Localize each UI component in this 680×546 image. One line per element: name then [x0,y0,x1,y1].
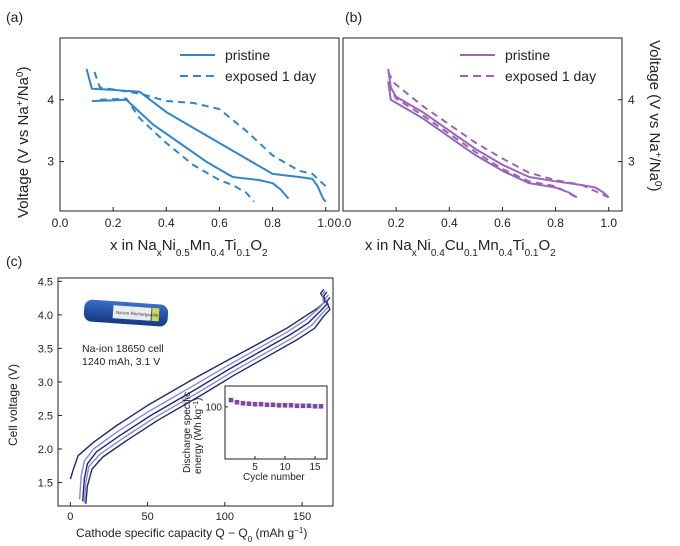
series-pristine-line-1 [85,68,327,203]
cycle-line-2 [78,290,326,500]
inset-point [300,403,306,409]
ytick-label: 4 [47,93,54,107]
panel-c-label: (c) [6,253,22,269]
inset-point [240,400,246,406]
series-pristine-line-2 [91,98,290,200]
inset-point [234,399,240,405]
legend-exposed-label-a: exposed 1 day [225,68,316,84]
inset-point [270,402,276,408]
panel-b-xlabel: x in NaxNi0.4Cu0.1Mn0.4Ti0.1O2 [365,237,556,259]
panel-a-frame [59,37,340,212]
inset-point [276,403,282,408]
panel-a-lines [85,68,327,203]
panel-b-frame [342,37,623,212]
cycle-line-3 [82,291,328,502]
inset-point [312,404,318,409]
ytick-label: 2.0 [38,444,53,456]
inset-xlabel: Cycle number [243,472,305,483]
panel-c-frame [57,277,334,507]
xtick-label: 1.0 [317,216,334,230]
battery-label-text: Na-ion Rechargeable [116,310,159,318]
inset-point [294,403,300,409]
panel-a-yticks: 34 [47,93,64,169]
inset-point [258,401,264,407]
panel-b-label: (b) [345,9,362,25]
cycle-line-5 [85,296,331,505]
xtick-label: 0.4 [441,216,458,230]
xtick-label: 0.6 [494,216,511,230]
panel-b-xticks: 0.0 0.2 0.4 0.6 0.8 1.0 [335,207,617,230]
cycle-line-4 [83,294,330,503]
inset-yticks: 100 [205,402,228,413]
cell-note-line1: Na-ion 18650 cell [82,343,164,355]
inset-point [306,403,312,409]
ytick-label: 4.5 [38,276,53,288]
series-exposed-line-1 [93,71,327,188]
inset-xtick-label: 10 [279,462,291,473]
inset-xticks: 5 10 15 [252,456,321,473]
panel-a-ylabel: Voltage (V vs Na+/Na0) [15,67,33,218]
inset-point [318,404,324,409]
panel-b-ylabel: Voltage (V vs Na+/Na0) [646,40,664,191]
series-pristine-line-1 [387,68,610,199]
xtick-label: 0.2 [388,216,405,230]
panel-b-lines [387,68,610,199]
legend-pristine-label-a: pristine [225,47,270,63]
xtick-label: 0.0 [335,216,352,230]
xtick-label: 0.0 [52,216,69,230]
panel-a-label: (a) [6,9,23,25]
ytick-label: 1.5 [38,478,53,490]
ytick-label: 3 [47,155,54,169]
cell-note-line2: 1240 mAh, 3.1 V [82,356,160,368]
ytick-label: 3 [628,155,635,169]
panel-c-xticks: 0 50 100 150 [67,502,311,523]
panel-c-yticks: 1.5 2.0 2.5 3.0 3.5 4.0 4.5 [38,276,62,490]
battery-image: Na-ion Rechargeable [83,299,169,327]
legend-exposed-label-b: exposed 1 day [505,68,596,84]
inset-xtick-label: 5 [252,462,258,473]
xtick-label: 150 [293,511,311,523]
panel-a-xlabel: x in NaxNi0.5Mn0.4Ti0.1O2 [110,237,268,259]
ytick-label: 4.0 [38,310,53,322]
xtick-label: 0 [67,511,73,523]
inset-point [252,401,258,407]
ytick-label: 4 [628,93,635,107]
inset-ylabel-line1: Discharge specific [182,392,193,473]
inset-xtick-label: 15 [309,462,321,473]
inset-ylabel-line2: energy (Wh kg−1) [193,398,205,474]
ytick-label: 3.5 [38,343,53,355]
xtick-label: 50 [141,511,153,523]
inset-point [228,397,234,403]
inset-frame [224,385,328,460]
series-exposed-line-2 [99,97,255,203]
ytick-label: 2.5 [38,410,53,422]
panel-b-yticks: 34 [618,93,635,169]
panel-c-ylabel: Cell voltage (V) [6,364,20,446]
panel-a-xticks: 0.0 0.2 0.4 0.6 0.8 1.0 [52,207,334,230]
ytick-label: 3.0 [38,377,53,389]
panel-b-legend: pristine exposed 1 day [460,47,596,84]
inset-point [282,403,288,408]
xtick-label: 0.8 [264,216,281,230]
inset-point [246,401,252,406]
panel-c-lines [69,288,331,505]
inset-ytick-label: 100 [205,402,222,413]
xtick-label: 0.4 [158,216,175,230]
xtick-label: 0.6 [211,216,228,230]
panel-a-legend: pristine exposed 1 day [180,47,316,84]
inset-point [288,403,294,408]
legend-pristine-label-b: pristine [505,47,550,63]
xtick-label: 100 [216,511,234,523]
inset-point [264,402,270,408]
series-exposed-line-1 [387,71,610,199]
series-exposed-line-2 [387,83,578,199]
xtick-label: 0.2 [105,216,122,230]
xtick-label: 0.8 [547,216,564,230]
inset-points [228,397,324,409]
panel-c-xlabel: Cathode specific capacity Q − Q0 (mAh g−… [76,526,307,544]
xtick-label: 1.0 [600,216,617,230]
